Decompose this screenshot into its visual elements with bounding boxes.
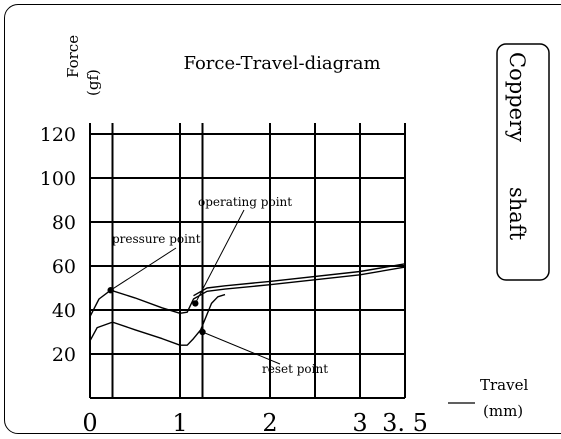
x-axis-label-line-2: (mm) xyxy=(483,402,523,420)
reset-point-leader xyxy=(202,331,281,365)
chart-frame xyxy=(4,4,561,434)
x-tick-label: 0 xyxy=(82,409,97,437)
x-axis-label-line-1: Travel xyxy=(480,376,528,394)
series-line-press-upper xyxy=(193,263,406,297)
y-tick-label: 20 xyxy=(52,344,76,366)
x-tick-label: 1 xyxy=(172,409,187,437)
reset-point-marker xyxy=(199,328,206,336)
grid xyxy=(89,123,406,399)
y-tick-label: 120 xyxy=(40,124,76,146)
y-tick-label: 100 xyxy=(40,168,76,190)
material-tag-box xyxy=(496,43,550,281)
operating-point-marker xyxy=(192,300,199,307)
material-tag-line-2: shaft xyxy=(505,187,529,241)
y-tick-label: 40 xyxy=(52,300,76,322)
pressure-point-label: pressure point xyxy=(112,232,201,246)
operating-point-leader xyxy=(194,209,245,304)
y-tick-label: 80 xyxy=(52,212,76,234)
x-tick-label: 3 xyxy=(352,409,367,437)
y-axis-label-line-1: Force xyxy=(64,35,82,78)
x-tick-label: 3. 5 xyxy=(382,409,428,437)
x-tick-label: 2 xyxy=(262,409,277,437)
pressure-point-leader xyxy=(110,247,177,291)
reset-point-label: reset point xyxy=(262,362,328,376)
operating-point-label: operating point xyxy=(198,195,292,209)
series-group xyxy=(89,263,406,346)
series-line-reset xyxy=(89,293,226,346)
y-axis-label-line-2: (gf) xyxy=(84,69,102,96)
material-tag-line-1: Coppery xyxy=(505,52,529,142)
marker-group xyxy=(107,209,281,365)
chart-title: Force-Travel-diagram xyxy=(183,53,380,74)
pressure-point-marker xyxy=(107,287,114,294)
y-tick-label: 60 xyxy=(52,256,76,278)
